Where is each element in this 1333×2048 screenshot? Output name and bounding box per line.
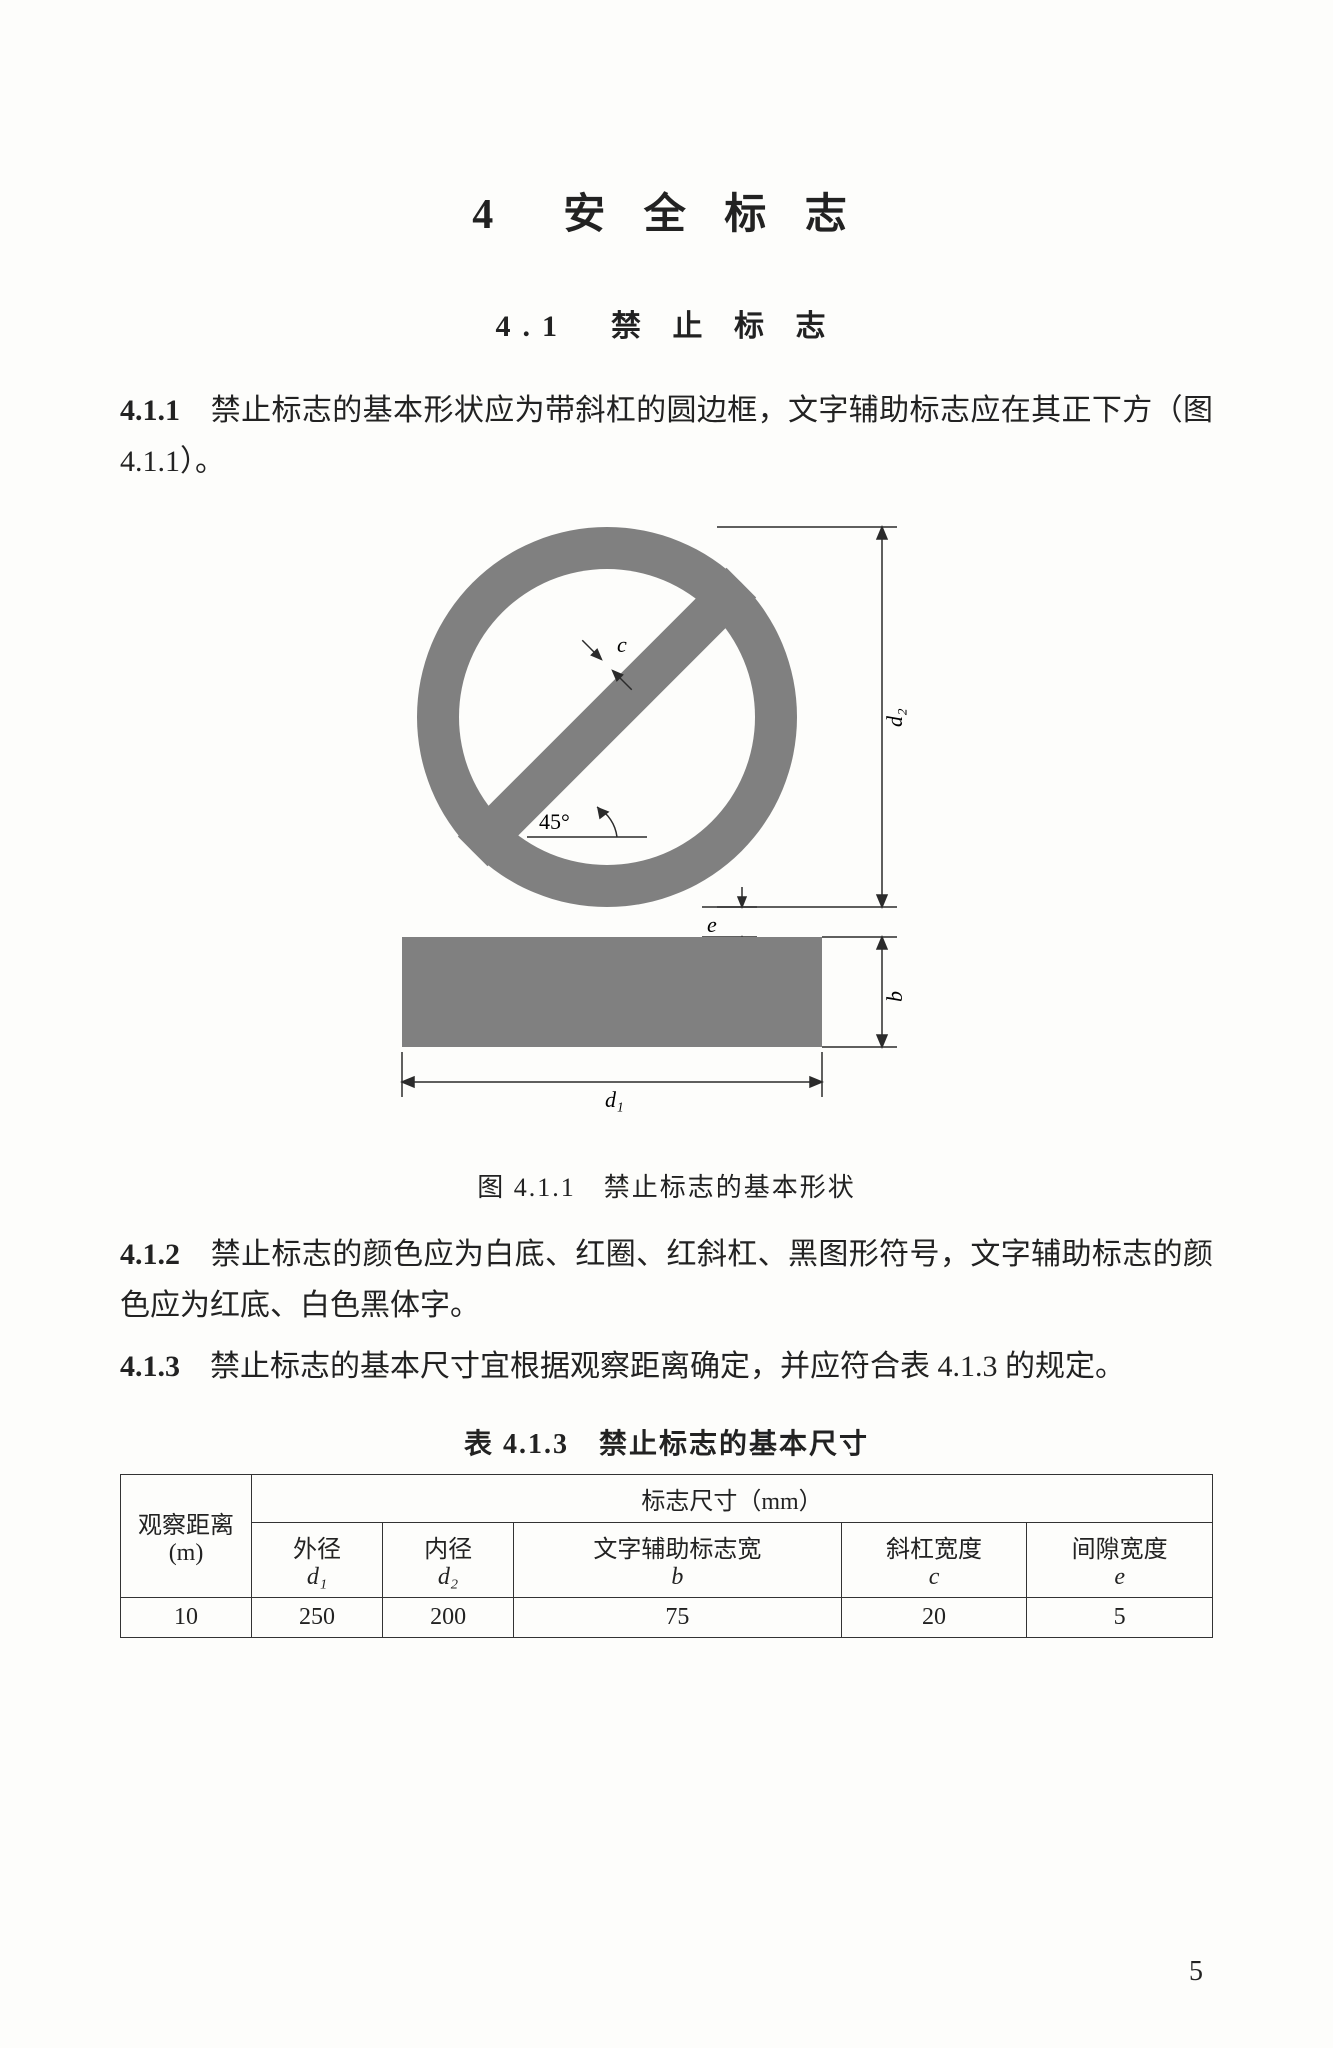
dim-e-label: e [707,912,717,937]
td-cell: 75 [514,1598,842,1638]
th-label: 斜杠宽度 [886,1537,982,1563]
th-label: 内径 [424,1537,472,1563]
section-title: 4.1 禁 止 标 志 [120,301,1213,345]
th-symbol: e [1114,1564,1125,1590]
th-label: 观察距离 [138,1513,234,1539]
paragraph-413: 4.1.3 禁止标志的基本尺寸宜根据观察距离确定，并应符合表 4.1.3 的规定… [120,1341,1213,1392]
paragraph-412: 4.1.2 禁止标志的颜色应为白底、红圈、红斜杠、黑图形符号，文字辅助标志的颜色… [120,1229,1213,1331]
page-number: 5 [1189,1956,1203,1988]
th-symbol: d₂ [438,1564,458,1590]
th-symbol: d₁ [307,1564,327,1590]
prohibition-sign-diagram: d₂ c 45° [307,507,1027,1147]
td-cell: 200 [383,1598,514,1638]
table-row: 观察距离 (m) 标志尺寸（mm） [121,1475,1213,1523]
td-cell: 250 [252,1598,383,1638]
th-group: 标志尺寸（mm） [252,1475,1213,1523]
dim-d1-label: d₁ [605,1087,624,1112]
paragraph-411: 4.1.1 禁止标志的基本形状应为带斜杠的圆边框，文字辅助标志应在其正下方（图 … [120,385,1213,487]
table-caption: 表 4.1.3 禁止标志的基本尺寸 [120,1422,1213,1462]
figure-caption: 图 4.1.1 禁止标志的基本形状 [477,1167,856,1204]
chapter-title: 4 安 全 标 志 [120,180,1213,241]
th-label: 外径 [293,1537,341,1563]
table-row: 10 250 200 75 20 5 [121,1598,1213,1638]
td-cell: 5 [1027,1598,1213,1638]
table-row: 外径 d₁ 内径 d₂ 文字辅助标志宽 b 斜杠宽度 c 间隙宽度 e [121,1523,1213,1598]
th-label: 间隙宽度 [1072,1537,1168,1563]
dim-c-label: c [617,632,627,657]
th-label: 文字辅助标志宽 [593,1537,761,1563]
td-cell: 10 [121,1598,252,1638]
th-symbol: b [671,1564,683,1590]
td-cell: 20 [841,1598,1027,1638]
dim-b-label: b [882,991,907,1002]
figure-411: d₂ c 45° [120,507,1213,1204]
th-symbol: c [929,1564,940,1590]
spec-table: 观察距离 (m) 标志尺寸（mm） 外径 d₁ 内径 d₂ 文字辅助标志宽 b … [120,1474,1213,1638]
dim-angle-label: 45° [539,809,570,834]
th-unit: (m) [169,1540,204,1566]
dim-d2-label: d₂ [882,708,907,727]
